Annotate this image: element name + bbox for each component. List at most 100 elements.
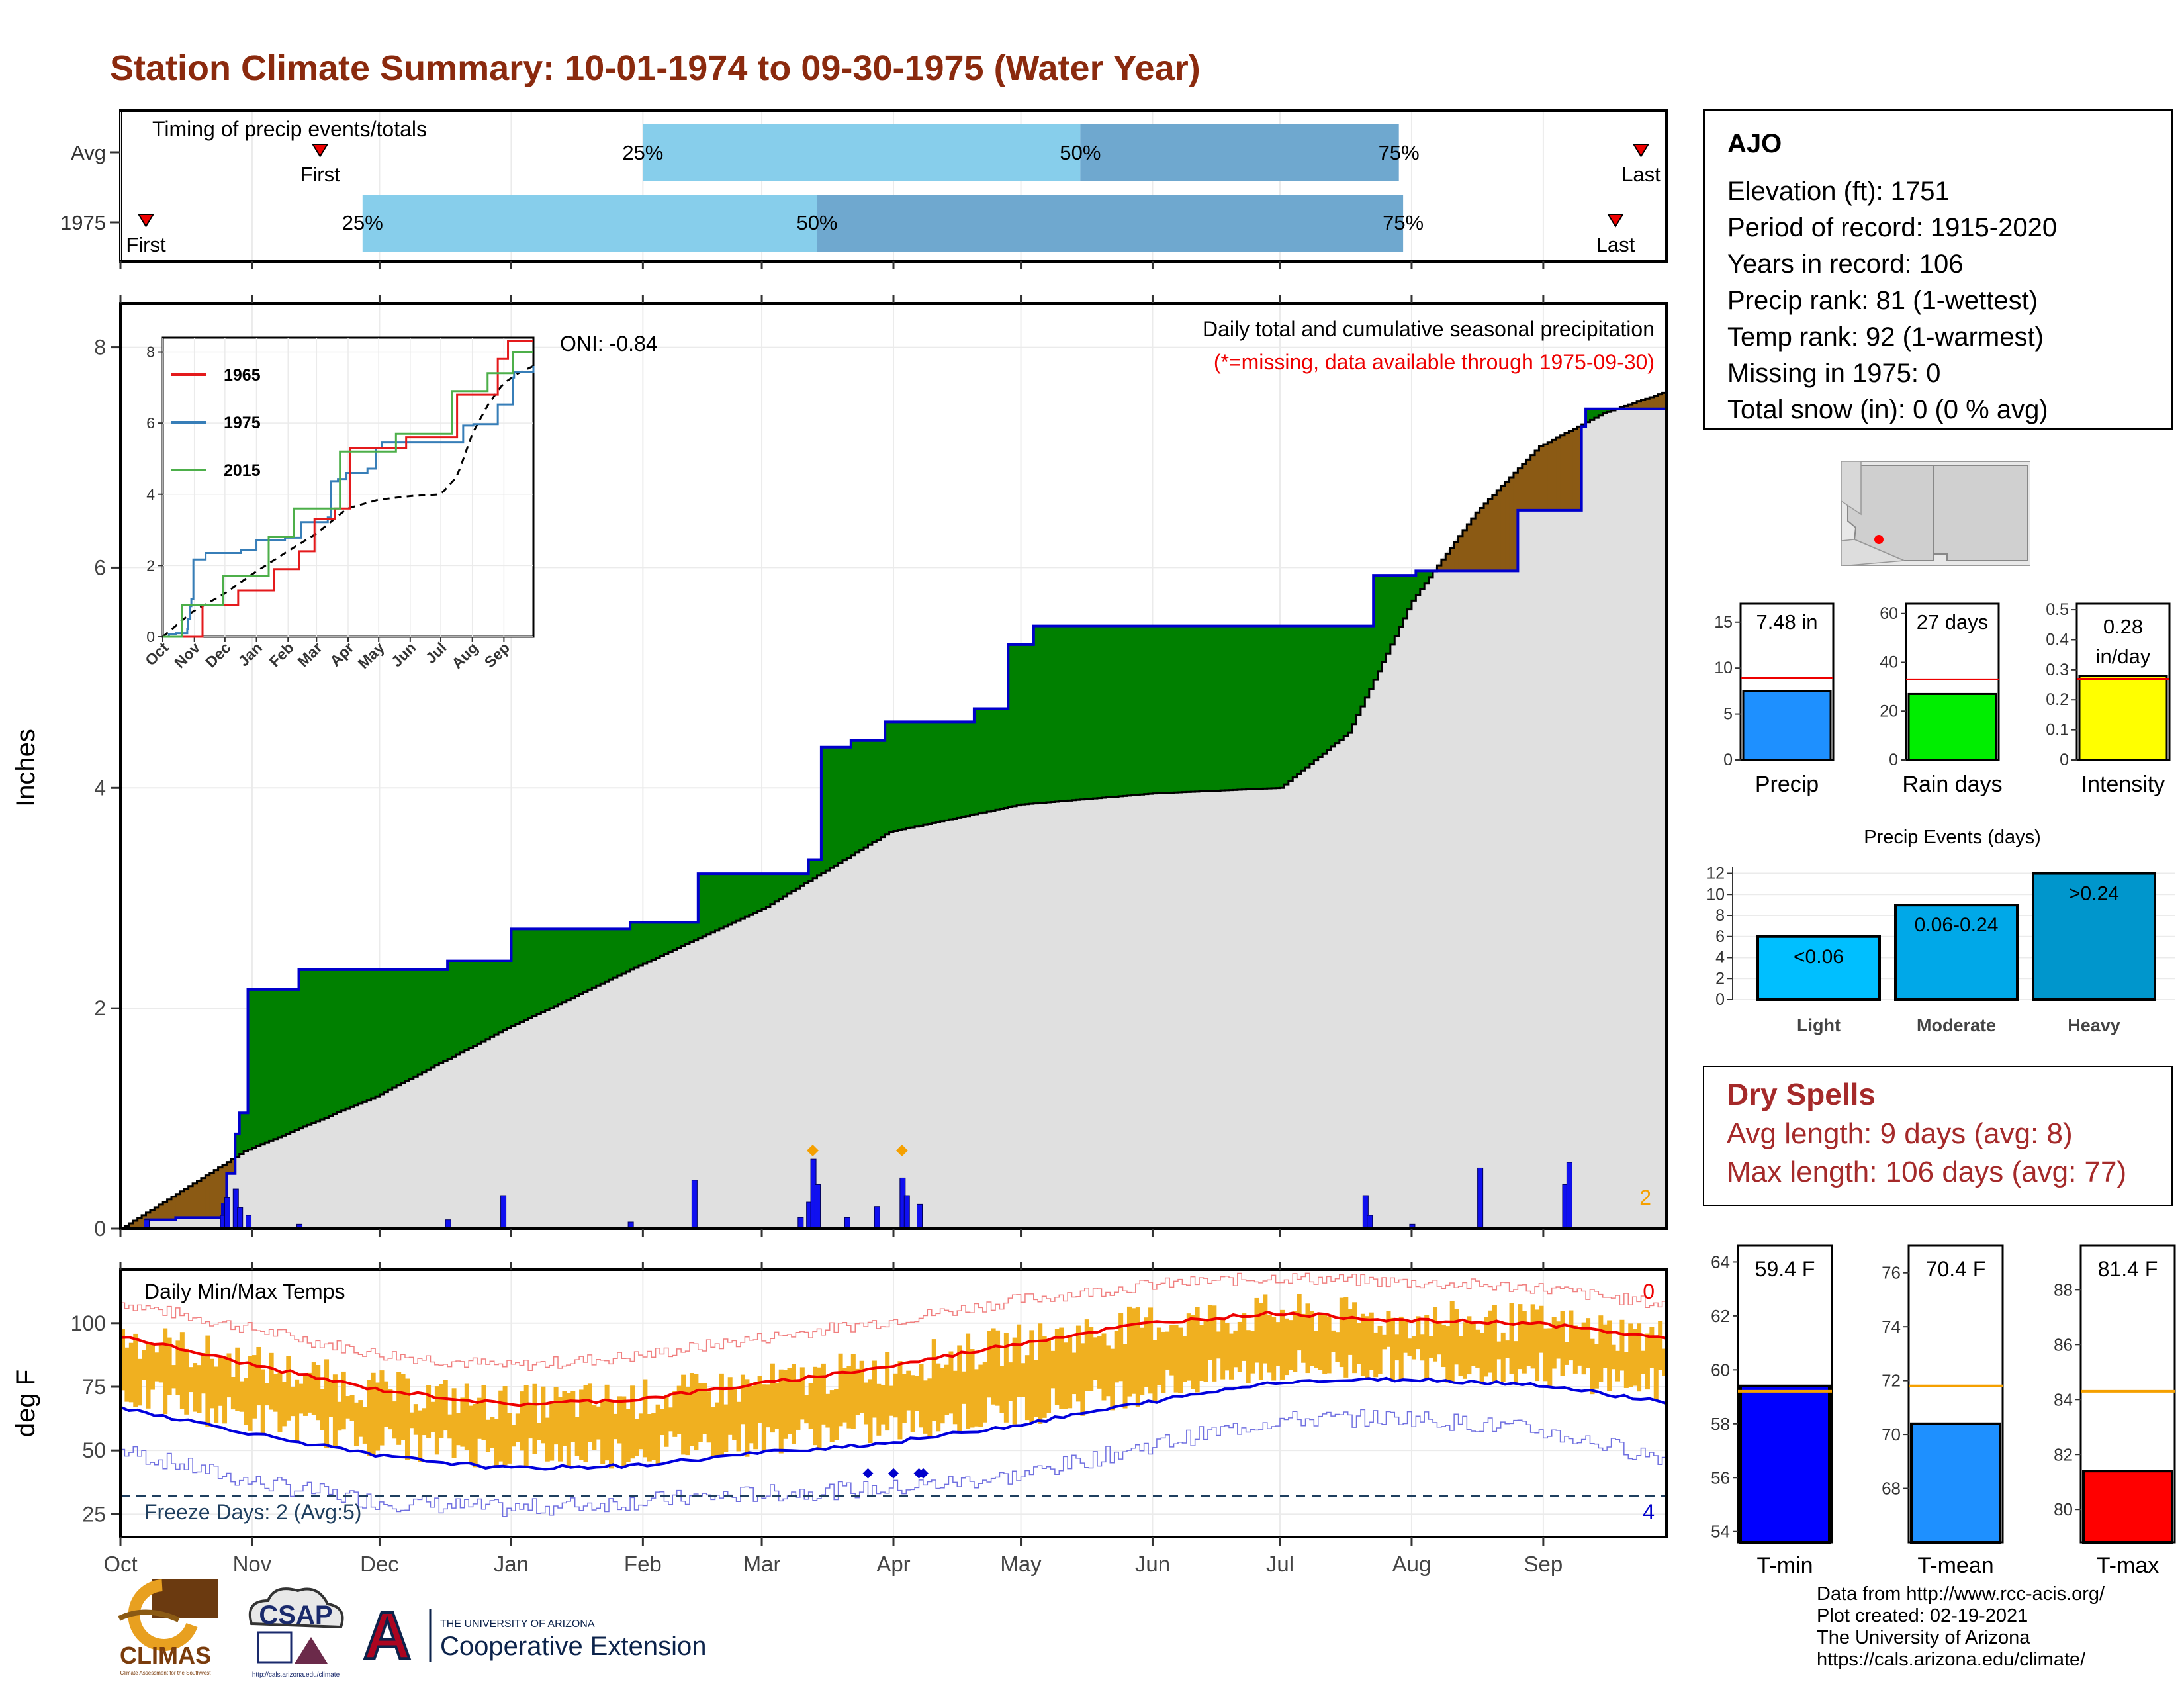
daily-temp-range-bar <box>316 1364 321 1421</box>
timing-bar-50-75 <box>1080 124 1399 181</box>
daily-precip-bar <box>1409 1223 1416 1229</box>
above-average-band <box>469 961 474 1049</box>
month-axis-label: Dec <box>360 1552 399 1576</box>
daily-temp-range-bar <box>1148 1307 1154 1394</box>
daily-temp-range-bar <box>1467 1316 1472 1375</box>
daily-temp-range-bar <box>643 1379 648 1458</box>
month-axis-label: Feb <box>624 1552 662 1576</box>
daily-temp-range-bar <box>332 1374 338 1448</box>
daily-precip-bar <box>797 1217 804 1229</box>
daily-temp-range-bar <box>324 1359 330 1449</box>
above-average-band <box>762 874 767 910</box>
above-average-band <box>532 929 537 1017</box>
above-average-band <box>1199 626 1205 792</box>
above-average-band <box>1411 575 1416 601</box>
temp-bar-ytick-label: 60 <box>1711 1360 1730 1380</box>
above-average-band <box>1288 626 1293 781</box>
daily-temp-range-bar <box>1059 1327 1064 1409</box>
dry-spells-title: Dry Spells <box>1727 1077 1876 1111</box>
daily-temp-range-bar <box>1237 1321 1242 1372</box>
above-average-band <box>880 740 886 837</box>
daily-temp-range-bar <box>511 1425 516 1447</box>
above-average-band <box>277 989 283 1138</box>
below-average-band <box>1441 559 1446 571</box>
daily-temp-range-bar <box>120 1329 126 1391</box>
daily-temp-range-bar <box>205 1335 210 1427</box>
daily-precip-bar <box>844 1217 850 1229</box>
daily-temp-range-bar <box>494 1419 499 1468</box>
daily-precip-bar <box>1367 1215 1373 1229</box>
daily-temp-range-bar <box>226 1353 232 1398</box>
daily-temp-range-bar <box>1551 1317 1557 1369</box>
daily-temp-range-bar <box>1543 1328 1548 1382</box>
daily-temp-range-bar <box>1122 1344 1128 1409</box>
temp-bar-ytick-label: 74 <box>1882 1317 1901 1336</box>
above-average-band <box>1407 575 1412 610</box>
above-average-band <box>485 961 490 1039</box>
precip-events-bar-label: >0.24 <box>2069 883 2119 905</box>
below-average-band <box>1569 431 1574 510</box>
daily-temp-range-bar <box>1182 1336 1187 1382</box>
station-period: Period of record: 1915-2020 <box>1727 213 2058 242</box>
daily-temp-range-bar <box>706 1391 711 1443</box>
daily-temp-range-bar <box>952 1370 958 1425</box>
daily-temp-range-bar <box>723 1404 729 1452</box>
record-low-diamond-icon <box>862 1468 874 1479</box>
daily-temp-range-bar <box>1649 1327 1655 1368</box>
new-mexico-shape <box>1933 465 2028 561</box>
above-average-band <box>583 929 588 992</box>
inset-series-2015 <box>163 351 533 638</box>
above-average-band <box>600 929 606 984</box>
daily-temp-range-bar <box>719 1373 724 1455</box>
daily-temp-range-bar <box>562 1391 567 1446</box>
daily-temp-range-bar <box>154 1352 159 1382</box>
daily-temp-range-bar <box>1500 1332 1506 1382</box>
daily-temp-range-bar <box>1658 1321 1663 1370</box>
daily-temp-range-bar <box>142 1350 147 1380</box>
above-average-band <box>1331 626 1336 747</box>
temp-panel-label: Daily Min/Max Temps <box>144 1280 345 1303</box>
above-average-band <box>507 961 512 1029</box>
above-average-band <box>418 969 423 1074</box>
daily-temp-range-bar <box>1280 1309 1285 1380</box>
oni-value: ONI: -0.84 <box>560 332 658 355</box>
daily-temp-range-bar <box>1191 1315 1196 1389</box>
daily-temp-range-bar <box>1382 1334 1387 1350</box>
daily-temp-range-bar <box>574 1417 580 1456</box>
above-average-band <box>477 961 482 1044</box>
daily-temp-range-bar <box>1177 1327 1183 1393</box>
daily-temp-range-bar <box>940 1367 945 1424</box>
month-axis-label: Jan <box>494 1552 529 1576</box>
daily-temp-range-bar <box>541 1386 546 1444</box>
daily-temp-range-bar <box>404 1378 410 1460</box>
above-average-band <box>1148 626 1154 794</box>
daily-temp-range-bar <box>676 1385 682 1434</box>
daily-temp-range-bar <box>163 1328 168 1415</box>
precip-events-category: Moderate <box>1917 1015 1996 1035</box>
below-average-band <box>1637 401 1642 409</box>
daily-temp-range-bar <box>371 1372 376 1456</box>
daily-temp-range-bar <box>689 1373 694 1446</box>
daily-temp-range-bar <box>1347 1309 1353 1355</box>
mini-bar-label: Rain days <box>1902 772 2002 797</box>
daily-temp-range-bar <box>1140 1327 1145 1395</box>
mini-bar-ytick-label: 0 <box>1723 751 1733 769</box>
mini-bar-ytick-label: 0.1 <box>2046 721 2069 739</box>
daily-precip-bar <box>917 1203 923 1229</box>
daily-temp-range-bar <box>1084 1319 1089 1391</box>
above-average-band <box>1024 644 1030 804</box>
below-average-band <box>1658 394 1663 409</box>
daily-temp-range-bar <box>1263 1294 1268 1364</box>
timing-q50-label: 50% <box>796 211 837 234</box>
above-average-band <box>430 969 435 1068</box>
daily-temp-range-bar <box>808 1383 813 1429</box>
above-average-band <box>736 874 741 921</box>
daily-temp-range-bar <box>1471 1324 1476 1366</box>
below-average-band <box>1458 536 1463 571</box>
daily-temp-range-bar <box>1008 1362 1013 1401</box>
daily-temp-range-bar <box>1526 1323 1531 1366</box>
daily-temp-range-bar <box>1611 1344 1616 1370</box>
above-average-band <box>1012 644 1017 806</box>
below-average-band <box>205 1175 210 1218</box>
daily-temp-range-bar <box>193 1363 198 1412</box>
